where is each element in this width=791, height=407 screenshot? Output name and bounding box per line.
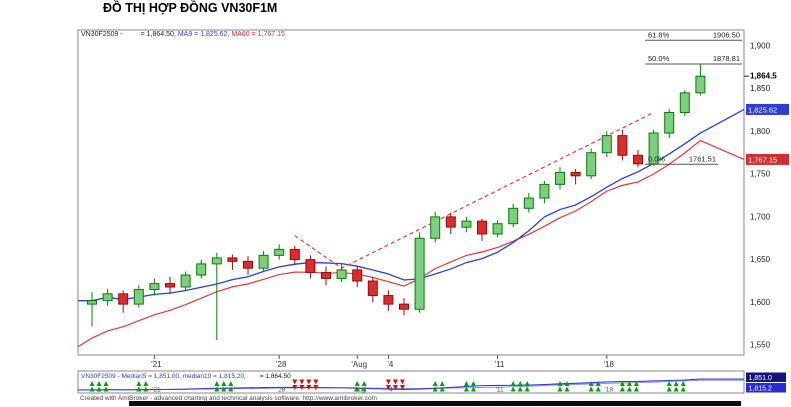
svg-text:'28: '28: [277, 387, 286, 394]
fibonacci-levels: 61.8% 1906.50 50.0% 1878.81 0.0% 1761.51: [645, 30, 742, 165]
trendline: [294, 111, 654, 269]
svg-text:1,850: 1,850: [750, 84, 771, 93]
amibroker-credit: Created with AmiBroker - advanced charti…: [80, 395, 377, 402]
svg-text:1,851.0: 1,851.0: [749, 375, 772, 382]
ma9-line: [78, 108, 745, 302]
legend-ma60: MA60 = 1,767.15: [231, 31, 285, 38]
ma60-line: [77, 139, 745, 348]
svg-text:1,650: 1,650: [750, 255, 771, 264]
svg-text:1,700: 1,700: [750, 212, 771, 221]
svg-text:'11: '11: [496, 387, 504, 394]
svg-text:1878.81: 1878.81: [713, 54, 740, 63]
ma60-badge: [746, 153, 789, 165]
svg-text:1,825.62: 1,825.62: [748, 105, 777, 114]
chart-frame: [77, 29, 745, 394]
svg-text:1,550: 1,550: [750, 341, 771, 350]
price-axis: 1,900 1,850 1,800 1,750 1,700 1,650 1,600 1,550…: [744, 41, 777, 350]
svg-text:'18: '18: [604, 360, 615, 369]
lower-panel-legend: VN30F2509 - Median5 = 1,851.00, median10…: [81, 373, 291, 380]
svg-text:'28: '28: [276, 360, 287, 369]
ma9-badge: [746, 103, 789, 115]
svg-text:'11: '11: [495, 360, 505, 369]
axis-badges: 1,825.62 1,767.15: [746, 103, 789, 165]
legend-ma9: MA9 = 1,825.62,: [177, 31, 230, 38]
svg-text:'Aug: 'Aug: [353, 387, 366, 394]
last-price-label: 1,864.5: [750, 72, 777, 81]
median5-line: [78, 378, 744, 391]
svg-text:'Aug: 'Aug: [351, 360, 367, 369]
main-chart-legend: VN30F2509 - = 1,864.50, MA9 = 1,825.62, M…: [81, 31, 285, 38]
svg-text:50.0%: 50.0%: [648, 54, 670, 63]
svg-text:1,600: 1,600: [750, 298, 771, 307]
svg-text:1,815.2: 1,815.2: [749, 386, 772, 393]
svg-text:'18: '18: [605, 387, 614, 394]
lower-legend-right: = 1,864.50: [259, 372, 291, 380]
bottom-black-bar: [129, 400, 741, 406]
svg-text:0.0%: 0.0%: [648, 154, 665, 163]
date-axis: '21 '28 'Aug '4 '11 '18: [151, 355, 615, 369]
candles: [87, 63, 706, 341]
median10-badge: [746, 383, 786, 393]
median5-badge: [746, 372, 786, 382]
svg-text:1761.51: 1761.51: [689, 154, 716, 163]
svg-text:1,900: 1,900: [750, 41, 771, 50]
svg-text:'21: '21: [152, 387, 161, 394]
svg-text:1,800: 1,800: [750, 127, 771, 136]
svg-text:1,767.15: 1,767.15: [748, 155, 777, 164]
page-title: ĐỒ THỊ HỢP ĐỒNG VN30F1M: [103, 1, 278, 15]
svg-text:1906.50: 1906.50: [713, 30, 740, 39]
lower-panel: '21 '28 'Aug '4 '11 '18: [78, 378, 744, 394]
legend-symbol: VN30F2509 -: [81, 31, 123, 38]
svg-text:'4: '4: [388, 387, 393, 394]
svg-text:61.8%: 61.8%: [648, 30, 670, 39]
panel-badges: 1,851.0 1,815.2: [746, 372, 786, 393]
svg-text:'21: '21: [151, 360, 162, 369]
svg-text:1,750: 1,750: [750, 170, 771, 179]
signal-arrows: [89, 379, 686, 392]
svg-text:'4: '4: [387, 360, 394, 369]
lower-legend-left: VN30F2509 - Median5 = 1,851.00, median10…: [81, 372, 246, 380]
legend-close: = 1,864.50,: [140, 31, 176, 38]
